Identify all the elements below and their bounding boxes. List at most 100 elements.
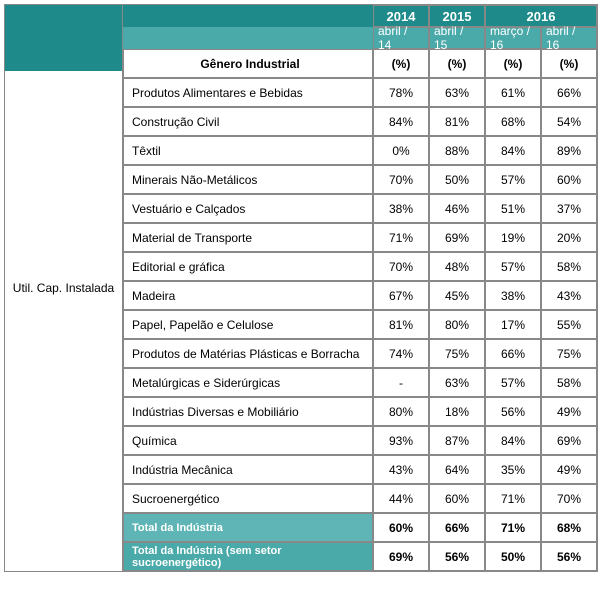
row-val: 18%: [429, 397, 485, 426]
table-row: Produtos Alimentares e Bebidas78%63%61%6…: [123, 78, 597, 107]
row-label: Produtos de Matérias Plásticas e Borrach…: [123, 339, 373, 368]
table-row: Química93%87%84%69%: [123, 426, 597, 455]
row-val: 49%: [541, 455, 597, 484]
row-val: 75%: [429, 339, 485, 368]
side-label-cell: Util. Cap. Instalada: [5, 5, 123, 571]
row-val: 74%: [373, 339, 429, 368]
row-val: 57%: [485, 165, 541, 194]
table-row: Madeira67%45%38%43%: [123, 281, 597, 310]
month-col-4: abril / 16: [541, 27, 597, 49]
row-val: 66%: [541, 78, 597, 107]
month-col-1: abril / 14: [373, 27, 429, 49]
row-val: 61%: [485, 78, 541, 107]
row-val: 56%: [485, 397, 541, 426]
row-val: 63%: [429, 78, 485, 107]
row-val: 80%: [429, 310, 485, 339]
table-row: Metalúrgicas e Siderúrgicas-63%57%58%: [123, 368, 597, 397]
data-rows-container: Produtos Alimentares e Bebidas78%63%61%6…: [123, 78, 597, 513]
row-val: 63%: [429, 368, 485, 397]
row-val: 55%: [541, 310, 597, 339]
row-label: Química: [123, 426, 373, 455]
row-val: 69%: [429, 223, 485, 252]
genero-header: Gênero Industrial: [123, 49, 373, 78]
total-val: 56%: [429, 542, 485, 571]
total-label: Total da Indústria: [123, 513, 373, 542]
row-label: Material de Transporte: [123, 223, 373, 252]
row-label: Editorial e gráfica: [123, 252, 373, 281]
row-val: 46%: [429, 194, 485, 223]
row-label: Vestuário e Calçados: [123, 194, 373, 223]
unit-col-3: (%): [485, 49, 541, 78]
table-row: Minerais Não-Metálicos70%50%57%60%: [123, 165, 597, 194]
totals-container: Total da Indústria60%66%71%68%Total da I…: [123, 513, 597, 571]
year-spacer: [123, 5, 373, 27]
row-val: 84%: [485, 426, 541, 455]
row-val: 45%: [429, 281, 485, 310]
row-val: 81%: [429, 107, 485, 136]
row-val: 89%: [541, 136, 597, 165]
table-row: Papel, Papelão e Celulose81%80%17%55%: [123, 310, 597, 339]
unit-col-4: (%): [541, 49, 597, 78]
row-val: 35%: [485, 455, 541, 484]
row-val: 78%: [373, 78, 429, 107]
row-val: 93%: [373, 426, 429, 455]
row-label: Construção Civil: [123, 107, 373, 136]
table-row: Vestuário e Calçados38%46%51%37%: [123, 194, 597, 223]
unit-col-2: (%): [429, 49, 485, 78]
row-val: 43%: [373, 455, 429, 484]
table-row: Indústria Mecânica43%64%35%49%: [123, 455, 597, 484]
row-val: 81%: [373, 310, 429, 339]
table-row: Construção Civil84%81%68%54%: [123, 107, 597, 136]
row-val: 58%: [541, 368, 597, 397]
unit-col-1: (%): [373, 49, 429, 78]
row-val: 60%: [429, 484, 485, 513]
row-val: 66%: [485, 339, 541, 368]
row-label: Metalúrgicas e Siderúrgicas: [123, 368, 373, 397]
total-row: Total da Indústria (sem setor sucroenerg…: [123, 542, 597, 571]
row-label: Indústria Mecânica: [123, 455, 373, 484]
row-val: 48%: [429, 252, 485, 281]
table-row: Produtos de Matérias Plásticas e Borrach…: [123, 339, 597, 368]
row-label: Minerais Não-Metálicos: [123, 165, 373, 194]
total-val: 71%: [485, 513, 541, 542]
table-row: Têxtil0%88%84%89%: [123, 136, 597, 165]
row-val: 69%: [541, 426, 597, 455]
row-label: Produtos Alimentares e Bebidas: [123, 78, 373, 107]
row-val: 43%: [541, 281, 597, 310]
row-val: 75%: [541, 339, 597, 368]
row-val: 17%: [485, 310, 541, 339]
row-val: -: [373, 368, 429, 397]
row-val: 54%: [541, 107, 597, 136]
row-val: 84%: [485, 136, 541, 165]
table-row: Editorial e gráfica70%48%57%58%: [123, 252, 597, 281]
total-val: 66%: [429, 513, 485, 542]
total-val: 50%: [485, 542, 541, 571]
month-header-row: abril / 14 abril / 15 março / 16 abril /…: [123, 27, 597, 49]
total-val: 56%: [541, 542, 597, 571]
row-val: 67%: [373, 281, 429, 310]
total-label: Total da Indústria (sem setor sucroenerg…: [123, 542, 373, 571]
row-val: 50%: [429, 165, 485, 194]
table-row: Indústrias Diversas e Mobiliário80%18%56…: [123, 397, 597, 426]
row-val: 57%: [485, 368, 541, 397]
side-header-bg: [5, 5, 122, 71]
total-row: Total da Indústria60%66%71%68%: [123, 513, 597, 542]
row-val: 80%: [373, 397, 429, 426]
row-label: Sucroenergético: [123, 484, 373, 513]
row-val: 64%: [429, 455, 485, 484]
table-row: Sucroenergético44%60%71%70%: [123, 484, 597, 513]
row-val: 38%: [485, 281, 541, 310]
table-container: Util. Cap. Instalada 2014 2015 2016 abri…: [4, 4, 598, 572]
row-val: 60%: [541, 165, 597, 194]
row-val: 20%: [541, 223, 597, 252]
row-label: Papel, Papelão e Celulose: [123, 310, 373, 339]
row-val: 19%: [485, 223, 541, 252]
column-header-row: Gênero Industrial (%) (%) (%) (%): [123, 49, 597, 78]
row-val: 71%: [485, 484, 541, 513]
row-val: 70%: [541, 484, 597, 513]
row-val: 38%: [373, 194, 429, 223]
row-val: 70%: [373, 165, 429, 194]
row-label: Têxtil: [123, 136, 373, 165]
total-val: 68%: [541, 513, 597, 542]
month-col-3: março / 16: [485, 27, 541, 49]
